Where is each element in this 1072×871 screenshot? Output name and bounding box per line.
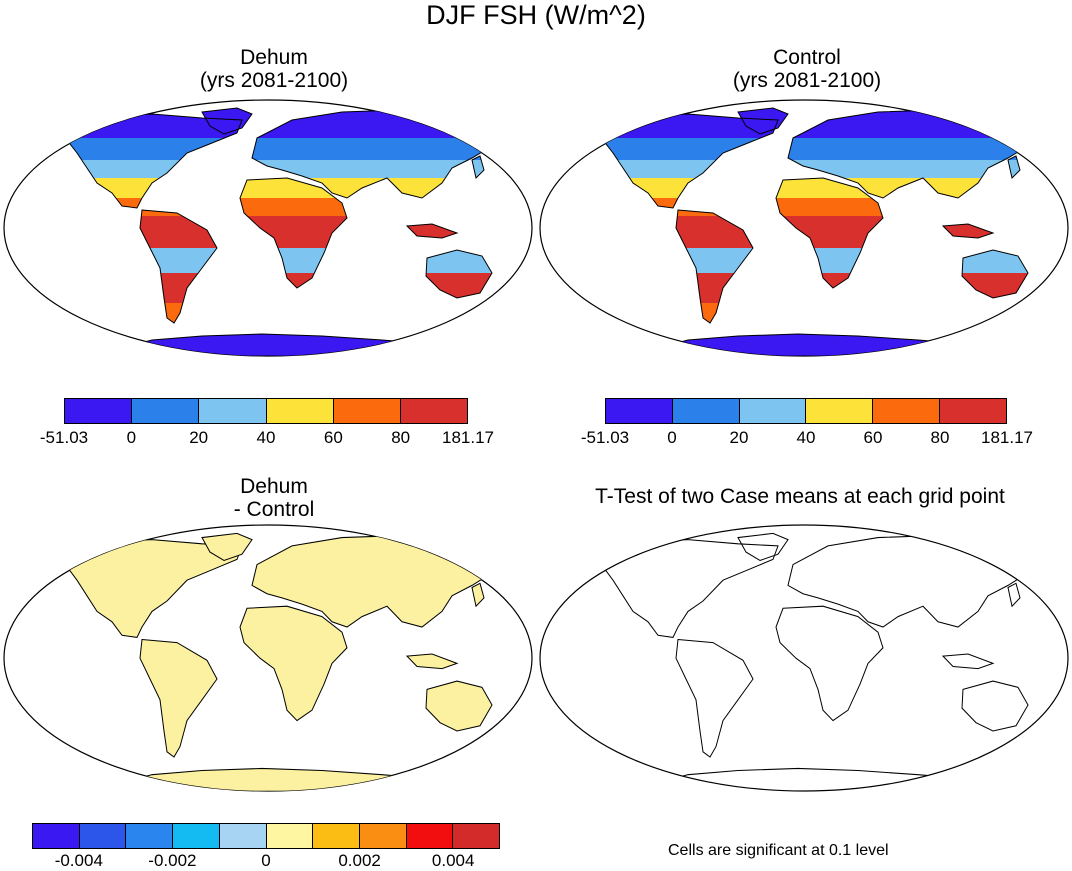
greenland-shape: [201, 107, 253, 135]
map-control: [539, 99, 1069, 357]
map-frame: [539, 524, 1069, 792]
colorbar-segment: [219, 824, 267, 848]
colorbar-segment: [406, 824, 454, 848]
greenland-shape: [201, 532, 253, 562]
colorbar-segment: [266, 399, 334, 423]
colorbar-tick-label: 80: [930, 428, 950, 447]
colorbar-tick-label: -51.03: [580, 428, 630, 447]
panel-title-dehum: Dehum (yrs 2081-2100): [164, 46, 384, 92]
panel-title-ttest: T-Test of two Case means at each grid po…: [595, 485, 1005, 508]
map-diff: [3, 524, 533, 792]
colorbar-segment: [33, 824, 80, 848]
colorbar-segment: [606, 399, 673, 423]
africa-shape: [239, 177, 348, 289]
australia-shape: [425, 680, 493, 732]
colorbar-control: [605, 398, 1007, 424]
japan-shape: [1007, 155, 1021, 179]
north-america-shape: [66, 539, 243, 638]
australia-shape: [425, 249, 493, 299]
indonesia-shape: [941, 653, 995, 670]
map-ttest: [539, 524, 1069, 792]
land-band: [67, 138, 502, 160]
greenland-shape: [737, 107, 789, 135]
colorbar-segment: [333, 399, 401, 423]
panel-title-diff: Dehum - Control: [164, 475, 384, 521]
colorbar-tick-label: 181.17: [981, 428, 1033, 447]
colorbar-tick-label: 0.004: [431, 851, 475, 870]
north-america-shape: [602, 113, 779, 209]
colorbar-segment: [806, 399, 874, 423]
colorbar-tick-label: -51.03: [39, 428, 89, 447]
japan-shape: [471, 155, 485, 179]
colorbar-segment: [132, 399, 200, 423]
colorbar-tick-label: 0: [126, 428, 137, 447]
africa-shape: [239, 605, 348, 722]
colorbar-tick-label: 181.17: [442, 428, 494, 447]
north-america-shape: [602, 539, 779, 638]
colorbar-segment: [672, 399, 740, 423]
panel-title-dehum-line2: (yrs 2081-2100): [199, 69, 349, 92]
colorbar-segment: [79, 824, 127, 848]
australia-shape: [961, 680, 1029, 732]
ttest-note: Cells are significant at 0.1 level: [668, 842, 889, 859]
north-america-shape: [66, 113, 243, 209]
colorbar-segment: [453, 824, 500, 848]
colorbar-segment: [126, 824, 174, 848]
land-band: [603, 138, 1038, 160]
panel-title-control-line1: Control: [773, 46, 841, 69]
panel-title-diff-line2: - Control: [233, 498, 315, 521]
colorbar-dehum: [64, 398, 468, 424]
south-america-shape: [675, 638, 754, 758]
colorbar-segment: [199, 399, 267, 423]
panel-title-control: Control (yrs 2081-2100): [697, 46, 917, 92]
colorbar-tick-label: 40: [796, 428, 816, 447]
japan-shape: [1007, 582, 1021, 608]
africa-shape: [775, 605, 884, 722]
colorbar-diff: [32, 823, 500, 849]
indonesia-shape: [405, 223, 459, 239]
colorbar-segment: [940, 399, 1006, 423]
colorbar-segment: [65, 399, 133, 423]
indonesia-shape: [941, 223, 995, 239]
south-america-shape: [139, 638, 218, 758]
panel-title-dehum-line1: Dehum: [240, 46, 308, 69]
greenland-shape: [737, 532, 789, 562]
colorbar-segment: [359, 824, 407, 848]
indonesia-shape: [405, 653, 459, 670]
colorbar-segment: [313, 824, 360, 848]
colorbar-segment: [739, 399, 807, 423]
colorbar-segment: [873, 399, 941, 423]
figure-title: DJF FSH (W/m^2): [426, 0, 646, 30]
australia-shape: [961, 249, 1029, 299]
panel-title-control-line2: (yrs 2081-2100): [732, 69, 882, 92]
colorbar-tick-label: 20: [189, 428, 209, 447]
colorbar-tick-label: -0.004: [54, 851, 103, 870]
japan-shape: [471, 582, 485, 608]
colorbar-tick-label: 60: [323, 428, 343, 447]
colorbar-tick-label: 0: [667, 428, 677, 447]
colorbar-tick-label: 80: [391, 428, 411, 447]
colorbar-segment: [173, 824, 220, 848]
map-dehum: [3, 99, 533, 357]
colorbar-tick-label: -0.002: [148, 851, 197, 870]
panel-title-diff-line1: Dehum: [240, 475, 308, 498]
colorbar-segment: [266, 824, 314, 848]
south-america-shape: [139, 209, 218, 324]
south-america-shape: [675, 209, 754, 324]
colorbar-segment: [400, 399, 468, 423]
colorbar-tick-label: 60: [863, 428, 883, 447]
africa-shape: [775, 177, 884, 289]
colorbar-tick-label: 0: [261, 851, 271, 870]
colorbar-tick-label: 40: [256, 428, 276, 447]
colorbar-tick-label: 0.002: [338, 851, 381, 870]
colorbar-tick-label: 20: [729, 428, 749, 447]
